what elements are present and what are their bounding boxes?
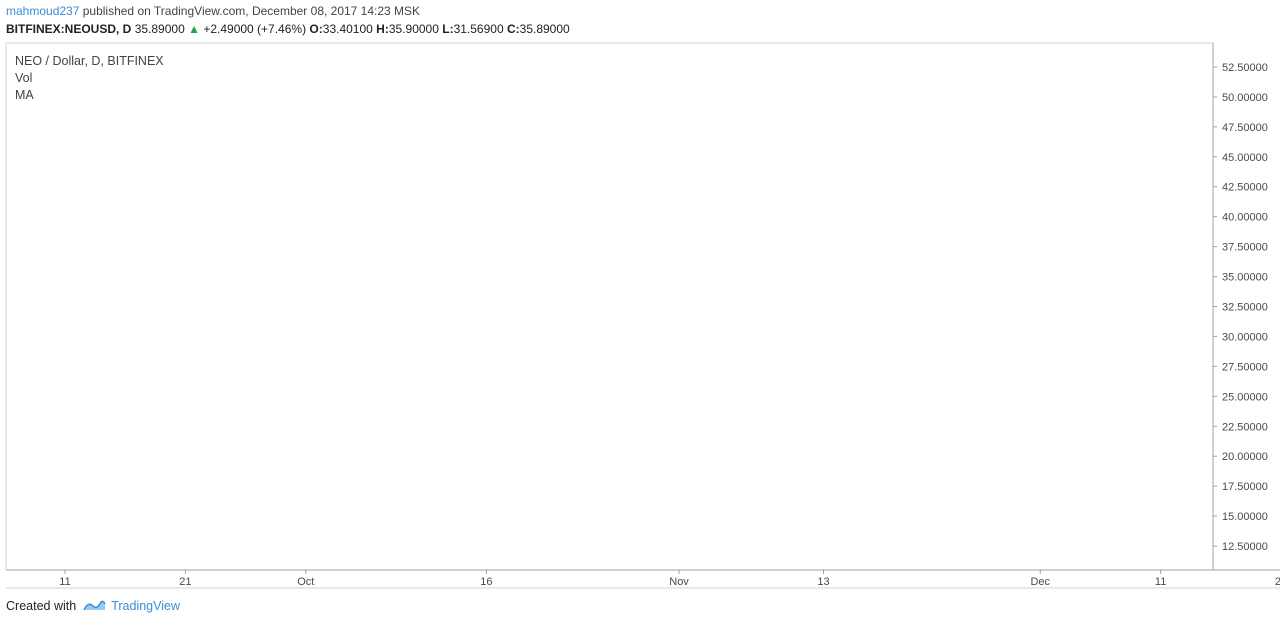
price-axis-label: 50.00000: [1222, 92, 1268, 104]
plot-frame: [5, 42, 1214, 571]
close-value: 35.89000: [519, 22, 570, 36]
footer: Created with TradingView: [6, 599, 180, 613]
symbol-label: BITFINEX:NEOUSD, D: [6, 22, 132, 36]
time-axis-label: Nov: [669, 576, 689, 588]
publish-text: published on TradingView.com, December 0…: [82, 4, 421, 18]
time-axis-label: 21: [1275, 576, 1280, 588]
price-axis-label: 47.50000: [1222, 122, 1268, 134]
ohlc-bar: BITFINEX:NEOUSD, D 35.89000 ▲ +2.49000 (…: [6, 22, 570, 36]
price-axis-label: 35.00000: [1222, 272, 1268, 284]
price-axis-label: 32.50000: [1222, 302, 1268, 314]
price-axis-label: 52.50000: [1222, 62, 1268, 74]
time-axis-label: 21: [179, 576, 191, 588]
time-axis-label: 11: [1155, 576, 1166, 588]
price-axis-label: 42.50000: [1222, 182, 1268, 194]
open-label: O:: [309, 22, 323, 36]
last-price: 35.89000: [134, 22, 185, 36]
high-label: H:: [376, 22, 389, 36]
time-axis-label: 11: [59, 576, 70, 588]
tradingview-logo-icon: [83, 600, 106, 611]
time-axis-label: 16: [480, 576, 492, 588]
low-label: L:: [442, 22, 454, 36]
price-axis-label: 40.00000: [1222, 212, 1268, 224]
price-axis-label: 30.00000: [1222, 331, 1268, 343]
price-axis-label: 12.50000: [1222, 541, 1268, 553]
price-axis-label: 15.00000: [1222, 511, 1268, 523]
time-axis-label: Oct: [297, 576, 314, 588]
price-axis-label: 22.50000: [1222, 421, 1268, 433]
legend-ma: MA: [15, 88, 34, 102]
price-axis-label: 25.00000: [1222, 391, 1268, 403]
close-label: C:: [506, 22, 520, 36]
price-axis-label: 27.50000: [1222, 361, 1268, 373]
price-axis-label: 20.00000: [1222, 451, 1268, 463]
author-link[interactable]: mahmoud237: [6, 4, 80, 18]
legend-vol: Vol: [15, 71, 33, 85]
publish-info: mahmoud237 published on TradingView.com,…: [6, 4, 420, 18]
high-value: 35.90000: [388, 22, 439, 36]
open-value: 33.40100: [322, 22, 373, 36]
legend-title: NEO / Dollar, D, BITFINEX: [15, 54, 164, 68]
low-value: 31.56900: [453, 22, 504, 36]
brand-label: TradingView: [111, 599, 180, 613]
price-change: +2.49000 (+7.46%): [203, 22, 307, 36]
price-axis-label: 17.50000: [1222, 481, 1268, 493]
price-axis-label: 37.50000: [1222, 242, 1268, 254]
tradingview-link[interactable]: TradingView: [82, 599, 180, 613]
time-axis-label: 13: [817, 576, 829, 588]
time-axis-label: Dec: [1030, 576, 1050, 588]
up-arrow-icon: ▲: [188, 22, 200, 36]
chart-legend: NEO / Dollar, D, BITFINEX Vol MA: [15, 53, 164, 104]
created-with-label: Created with: [6, 599, 77, 613]
price-axis-label: 45.00000: [1222, 152, 1268, 164]
